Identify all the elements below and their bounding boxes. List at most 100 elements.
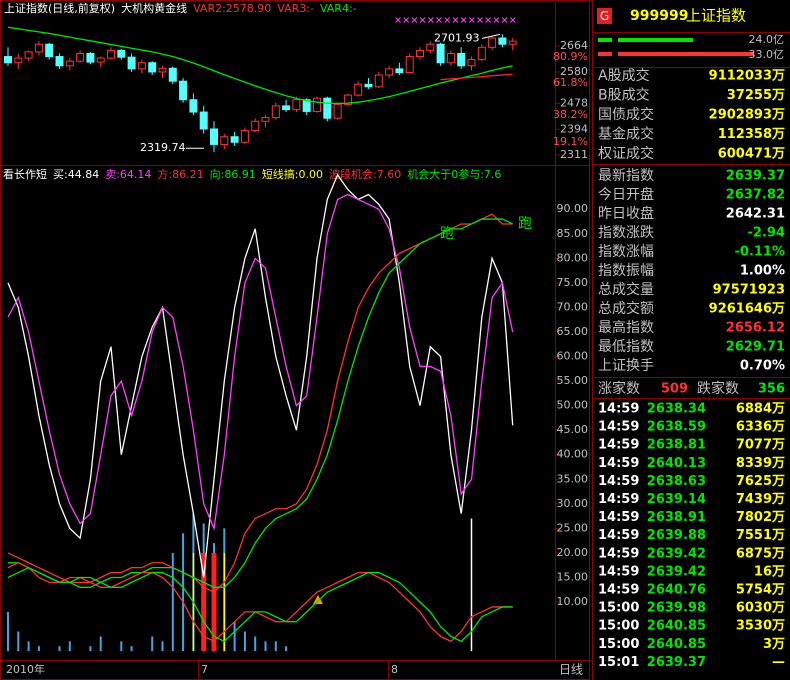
candle-body	[313, 97, 321, 112]
stock-code: 999999	[630, 8, 688, 24]
stat-value: 1.00%	[740, 264, 785, 279]
sell-bar	[618, 52, 754, 56]
buy-bar	[598, 38, 612, 42]
ma-line	[440, 73, 513, 81]
x-axis-label: 8	[391, 663, 398, 676]
tick-time: 14:59	[598, 583, 639, 598]
breadth-value: 509	[661, 382, 688, 397]
indicator-bar	[285, 646, 288, 652]
indicator-bar	[37, 646, 40, 652]
candle-body	[107, 49, 115, 59]
tick-volume: 6336万	[736, 420, 785, 435]
tick-time: 14:59	[598, 456, 639, 471]
header-text: 方:86.21	[157, 167, 203, 181]
stat-value: 0.70%	[740, 359, 785, 374]
header-text: 卖:64.14	[105, 168, 151, 181]
candle-body	[282, 105, 291, 111]
candle-body	[86, 52, 95, 63]
y-tick-label: 40.00	[557, 448, 589, 461]
candle-body	[240, 130, 249, 143]
stat-label: 最低指数	[598, 339, 654, 355]
stat-label: 总成交量	[598, 281, 654, 298]
candle-body	[508, 40, 517, 45]
candle-body	[4, 56, 12, 64]
tick-price: 2639.37	[647, 655, 706, 670]
header-text: 短线搞:0.00	[262, 167, 323, 181]
candle-body	[385, 68, 394, 76]
candle-body	[76, 52, 85, 62]
signal-cross	[460, 17, 467, 23]
tick-volume: —	[772, 655, 785, 670]
candle-body	[220, 136, 229, 145]
header-text: VAR3:-	[277, 2, 314, 15]
tick-time: 14:59	[598, 420, 639, 435]
sell-strength: 33.0亿	[749, 48, 785, 61]
tick-price: 2638.91	[647, 510, 706, 525]
y-tick-label: 38.2%	[553, 108, 588, 121]
tick-volume: 8339万	[736, 456, 785, 471]
stat-value: 9261646万	[709, 302, 785, 317]
candle-body	[436, 43, 445, 64]
tick-volume: 6875万	[736, 546, 785, 561]
tick-price: 2639.88	[647, 528, 706, 543]
period-label: 日线	[559, 663, 583, 677]
sell-bar	[598, 52, 612, 56]
header-text: VAR4:-	[320, 2, 357, 15]
tick-time: 14:59	[598, 546, 639, 561]
indicator-bar	[58, 646, 61, 652]
candle-body	[416, 49, 424, 58]
y-tick-label: 19.1%	[553, 135, 588, 148]
stat-label: 指数振幅	[598, 263, 654, 279]
signal-cross	[395, 17, 401, 23]
x-axis-label: 2010年	[6, 662, 45, 676]
candle-body	[446, 52, 455, 64]
ma-line	[7, 26, 513, 105]
tick-time: 15:01	[598, 655, 639, 670]
arrow	[481, 33, 501, 39]
candle-body	[179, 80, 188, 101]
tick-price: 2640.85	[647, 619, 706, 634]
tick-price: 2639.14	[647, 492, 706, 507]
signal-cross	[419, 17, 426, 23]
tick-volume: 5754万	[736, 583, 785, 598]
buy-bar	[618, 38, 693, 42]
tick-volume: 7551万	[736, 528, 785, 543]
stat-label: 昨日收盘	[598, 205, 654, 222]
signal-cross	[427, 17, 434, 23]
header-text: 机会大于0参与:7.6	[407, 167, 501, 181]
high-label: 2701.93	[434, 31, 480, 44]
tick-time: 15:00	[598, 601, 639, 616]
tick-time: 14:59	[598, 510, 639, 525]
candle-body	[405, 56, 414, 74]
candle-body	[168, 67, 177, 82]
indicator-bar	[223, 552, 226, 652]
stat-label: 今日开盘	[598, 186, 654, 203]
candle-body	[34, 43, 43, 53]
candle-body	[199, 111, 208, 130]
header-text: 波段机会:7.60	[329, 167, 401, 181]
signal-label: 跑	[440, 226, 454, 242]
tick-price: 2638.81	[647, 438, 706, 453]
indicator-line	[7, 193, 514, 531]
stat-value: -2.94	[748, 226, 785, 241]
y-tick-label: 2394	[560, 122, 588, 135]
indicator-bar	[27, 641, 30, 652]
tick-time: 15:00	[598, 637, 639, 652]
tick-time: 14:59	[598, 438, 639, 453]
candle-body	[210, 128, 218, 145]
stat-value: -0.11%	[735, 245, 786, 260]
header-text: 买:44.84	[53, 168, 99, 181]
turnover-value: 112358万	[718, 127, 785, 142]
tick-price: 2640.85	[647, 637, 706, 652]
tick-volume: 7077万	[736, 438, 785, 453]
turnover-value: 9112033万	[709, 69, 785, 84]
candle-body	[55, 56, 64, 67]
stat-label: 指数涨幅	[598, 244, 654, 260]
y-tick-label: 75.00	[557, 276, 589, 289]
tick-time: 14:59	[598, 474, 639, 489]
tick-volume: 7625万	[736, 474, 785, 489]
y-tick-label: 70.00	[557, 300, 589, 313]
tick-price: 2639.42	[647, 564, 706, 579]
